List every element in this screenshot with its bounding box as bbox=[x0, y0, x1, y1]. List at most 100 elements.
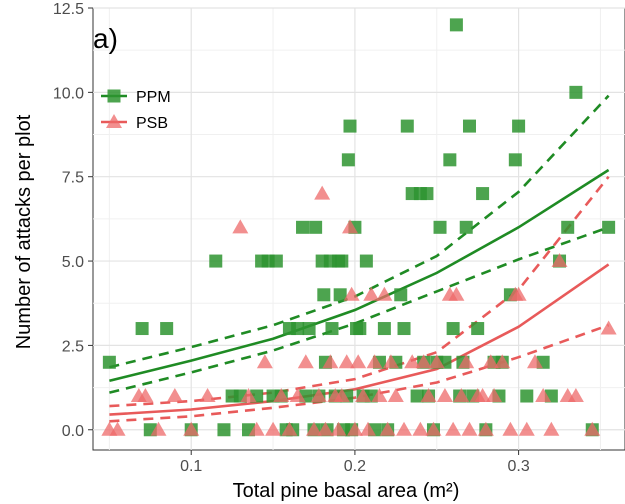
y-tick-label: 10.0 bbox=[53, 85, 84, 102]
fit-line-ppm bbox=[109, 168, 610, 383]
point-ppm bbox=[433, 220, 447, 234]
point-psb bbox=[551, 253, 568, 268]
point-psb bbox=[518, 421, 535, 436]
point-ppm bbox=[359, 254, 373, 268]
ci-lower-psb bbox=[109, 323, 610, 423]
legend-label-ppm: PPM bbox=[136, 89, 171, 106]
point-ppm bbox=[420, 187, 434, 201]
point-psb bbox=[376, 286, 393, 301]
point-ppm bbox=[291, 322, 305, 336]
point-ppm bbox=[410, 389, 424, 403]
axes: 0.1 0.2 0.3 0.0 2.5 5.0 7.5 10.0 12.5 bbox=[53, 1, 530, 475]
point-ppm bbox=[508, 153, 522, 167]
point-psb bbox=[458, 354, 475, 369]
point-psb bbox=[322, 354, 339, 369]
point-ppm bbox=[325, 322, 339, 336]
point-ppm bbox=[397, 322, 411, 336]
point-psb bbox=[415, 354, 432, 369]
point-ppm bbox=[302, 322, 316, 336]
point-ppm bbox=[569, 85, 583, 99]
point-psb bbox=[343, 286, 360, 301]
y-tick-label: 12.5 bbox=[53, 1, 84, 18]
legend: PPM PSB bbox=[101, 89, 171, 132]
legend-key-marker-psb bbox=[106, 114, 122, 128]
point-ppm bbox=[160, 322, 174, 336]
point-ppm bbox=[449, 18, 463, 32]
point-psb bbox=[404, 354, 421, 369]
point-psb bbox=[289, 388, 306, 403]
point-psb bbox=[341, 219, 358, 234]
point-psb bbox=[428, 354, 445, 369]
point-ppm bbox=[317, 288, 331, 302]
point-psb bbox=[510, 286, 527, 301]
fit-line-psb bbox=[109, 263, 610, 416]
point-psb bbox=[486, 388, 503, 403]
point-psb bbox=[436, 388, 453, 403]
point-psb bbox=[346, 421, 363, 436]
point-ppm bbox=[135, 322, 149, 336]
point-psb bbox=[502, 421, 519, 436]
point-psb bbox=[330, 421, 347, 436]
x-tick-label: 0.3 bbox=[507, 458, 529, 475]
point-ppm bbox=[561, 220, 575, 234]
y-tick-label: 2.5 bbox=[62, 338, 84, 355]
point-ppm bbox=[343, 119, 357, 133]
point-ppm bbox=[400, 119, 414, 133]
point-ppm bbox=[512, 119, 526, 133]
point-psb bbox=[453, 388, 470, 403]
point-psb bbox=[363, 286, 380, 301]
y-tick-label: 0.0 bbox=[62, 423, 84, 440]
point-psb bbox=[474, 388, 491, 403]
point-psb bbox=[584, 421, 601, 436]
point-psb bbox=[600, 320, 617, 335]
point-psb bbox=[109, 421, 126, 436]
point-ppm bbox=[394, 288, 408, 302]
point-psb bbox=[379, 421, 396, 436]
point-psb bbox=[166, 388, 183, 403]
point-ppm bbox=[335, 254, 349, 268]
x-axis-title: Total pine basal area (m²) bbox=[233, 480, 460, 502]
point-ppm bbox=[471, 322, 485, 336]
point-ppm bbox=[602, 220, 616, 234]
y-tick-label: 5.0 bbox=[62, 254, 84, 271]
point-ppm bbox=[446, 322, 460, 336]
point-psb bbox=[526, 354, 543, 369]
point-psb bbox=[199, 388, 216, 403]
point-psb bbox=[461, 421, 478, 436]
point-psb bbox=[338, 354, 355, 369]
point-psb bbox=[256, 354, 273, 369]
point-ppm bbox=[341, 153, 355, 167]
point-ppm bbox=[462, 119, 476, 133]
point-psb bbox=[232, 219, 249, 234]
x-tick-label: 0.2 bbox=[344, 458, 366, 475]
point-psb bbox=[494, 354, 511, 369]
point-psb bbox=[297, 354, 314, 369]
point-ppm bbox=[102, 355, 116, 369]
point-ppm bbox=[217, 423, 231, 437]
point-ppm bbox=[377, 322, 391, 336]
point-psb bbox=[310, 388, 327, 403]
panel-label: a) bbox=[93, 23, 118, 54]
point-psb bbox=[366, 354, 383, 369]
y-axis-title: Number of attacks per plot bbox=[13, 114, 35, 349]
point-ppm bbox=[269, 254, 283, 268]
point-psb bbox=[482, 354, 499, 369]
point-ppm bbox=[333, 288, 347, 302]
point-psb bbox=[273, 388, 290, 403]
point-psb bbox=[305, 421, 322, 436]
point-psb bbox=[543, 421, 560, 436]
point-ppm bbox=[296, 220, 310, 234]
data-points bbox=[101, 18, 617, 437]
point-psb bbox=[387, 388, 404, 403]
point-psb bbox=[477, 421, 494, 436]
point-ppm bbox=[309, 220, 323, 234]
point-psb bbox=[240, 388, 257, 403]
point-psb bbox=[360, 421, 377, 436]
legend-label-psb: PSB bbox=[136, 115, 168, 132]
point-psb bbox=[314, 185, 331, 200]
x-tick-label: 0.1 bbox=[180, 458, 202, 475]
point-psb bbox=[248, 421, 265, 436]
point-psb bbox=[150, 421, 167, 436]
point-psb bbox=[317, 421, 334, 436]
